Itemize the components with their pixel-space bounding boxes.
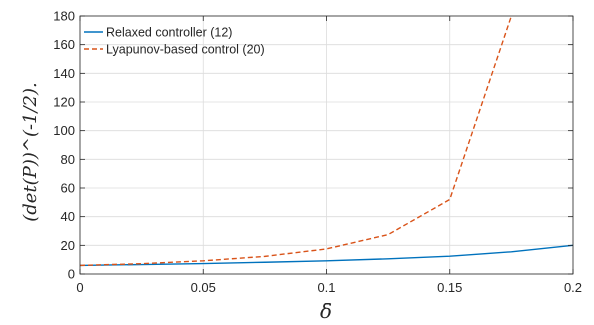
y-tick-label: 80: [61, 152, 75, 167]
y-tick-label: 40: [61, 209, 75, 224]
y-tick-label: 60: [61, 181, 75, 196]
x-tick-label: 0: [76, 280, 83, 295]
ticks: [79, 15, 574, 275]
legend: Relaxed controller (12) Lyapunov-based co…: [84, 26, 265, 57]
x-tick-label: 0.05: [191, 280, 216, 295]
series-line-1: [80, 244, 573, 267]
y-axis-title: (det(P))^(-1/2).: [20, 82, 41, 222]
legend-entry: Lyapunov-based control (20): [106, 43, 265, 57]
legend-entry: Relaxed controller (12): [106, 26, 232, 40]
y-tick-label: 20: [61, 238, 75, 253]
series-line-2: [80, 16, 513, 267]
x-axis-label: δ̄: [320, 299, 332, 323]
y-tick-label: 160: [53, 37, 75, 52]
x-tick-label: 0.15: [437, 280, 462, 295]
x-tick-label: 0.2: [564, 280, 582, 295]
series-layer: [80, 16, 573, 267]
tick-labels: 0 0.05 0.1 0.15 0.2 0 20 40 60 80 100 120 140 160 180: [53, 9, 582, 296]
y-tick-label: 100: [53, 123, 75, 138]
y-tick-label: 120: [53, 95, 75, 110]
x-axis-title: δ̄: [320, 299, 332, 323]
y-tick-label: 0: [68, 267, 75, 282]
y-axis-label: (det(P))^(-1/2).: [20, 82, 41, 222]
x-tick-label: 0.1: [317, 280, 335, 295]
y-tick-label: 140: [53, 66, 75, 81]
y-tick-label: 180: [53, 9, 75, 24]
